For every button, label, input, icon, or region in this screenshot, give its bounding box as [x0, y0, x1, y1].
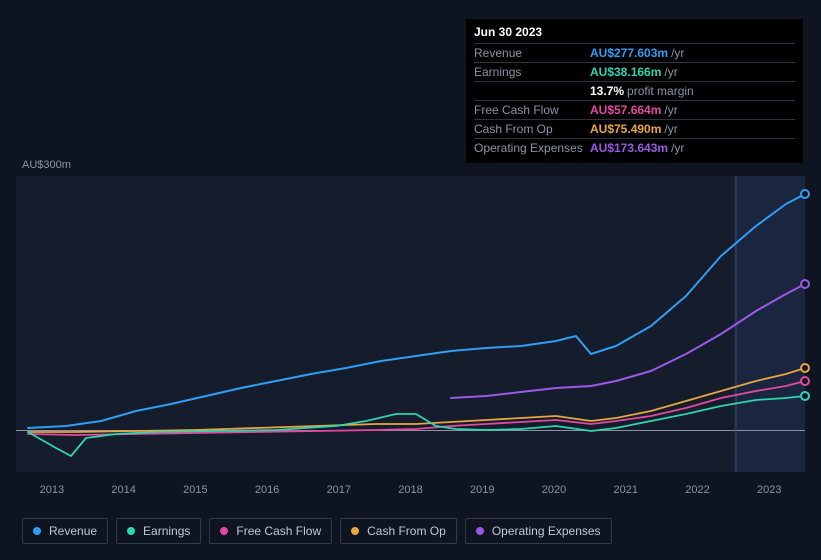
series-line-earnings [28, 396, 805, 456]
x-axis-label: 2014 [88, 484, 160, 496]
series-line-operating-expenses [451, 284, 805, 398]
chart-svg [16, 176, 805, 472]
tooltip-suffix: /yr [664, 65, 677, 79]
legend-swatch-icon [351, 527, 359, 535]
series-marker-operating-expenses [801, 280, 809, 288]
tooltip-row: Cash From OpAU$75.490m/yr [474, 119, 795, 138]
tooltip-suffix: /yr [664, 103, 677, 117]
legend-swatch-icon [127, 527, 135, 535]
tooltip-suffix: profit margin [627, 84, 694, 98]
tooltip-label: Cash From Op [474, 122, 590, 136]
tooltip-label: Revenue [474, 46, 590, 60]
tooltip-row: Free Cash FlowAU$57.664m/yr [474, 100, 795, 119]
x-axis-label: 2013 [16, 484, 88, 496]
chart-container: Jun 30 2023 RevenueAU$277.603m/yrEarning… [0, 0, 821, 560]
x-axis-label: 2019 [446, 484, 518, 496]
x-axis-label: 2020 [518, 484, 590, 496]
tooltip-value: AU$57.664m [590, 103, 661, 117]
tooltip-row: Operating ExpensesAU$173.643m/yr [474, 138, 795, 157]
tooltip-label: Operating Expenses [474, 141, 590, 155]
tooltip-label: Earnings [474, 65, 590, 79]
y-axis-label: AU$300m [22, 159, 71, 171]
tooltip-row: EarningsAU$38.166m/yr [474, 62, 795, 81]
legend-label: Free Cash Flow [236, 524, 321, 538]
x-axis-label: 2018 [375, 484, 447, 496]
tooltip-value: 13.7% [590, 84, 624, 98]
legend-item-earnings[interactable]: Earnings [116, 518, 201, 544]
tooltip-value: AU$277.603m [590, 46, 668, 60]
x-axis: 2013201420152016201720182019202020212022… [16, 484, 805, 496]
tooltip-label: Free Cash Flow [474, 103, 590, 117]
series-marker-free-cash-flow [801, 377, 809, 385]
legend-label: Operating Expenses [492, 524, 601, 538]
tooltip-value: AU$173.643m [590, 141, 668, 155]
series-marker-revenue [801, 190, 809, 198]
tooltip-value: AU$75.490m [590, 122, 661, 136]
tooltip-row: 13.7%profit margin [474, 81, 795, 100]
x-axis-label: 2016 [231, 484, 303, 496]
tooltip-row: RevenueAU$277.603m/yr [474, 43, 795, 62]
legend-swatch-icon [33, 527, 41, 535]
series-line-cash-from-op [28, 368, 805, 432]
legend-label: Cash From Op [367, 524, 446, 538]
chart-tooltip: Jun 30 2023 RevenueAU$277.603m/yrEarning… [466, 19, 803, 163]
x-axis-label: 2023 [733, 484, 805, 496]
legend-swatch-icon [220, 527, 228, 535]
tooltip-suffix: /yr [671, 46, 684, 60]
series-line-revenue [28, 194, 805, 428]
legend: Revenue Earnings Free Cash Flow Cash From O… [22, 518, 612, 544]
tooltip-value: AU$38.166m [590, 65, 661, 79]
tooltip-suffix: /yr [664, 122, 677, 136]
series-line-free-cash-flow [28, 381, 805, 435]
legend-item-free-cash-flow[interactable]: Free Cash Flow [209, 518, 332, 544]
x-axis-label: 2022 [662, 484, 734, 496]
tooltip-suffix: /yr [671, 141, 684, 155]
legend-item-operating-expenses[interactable]: Operating Expenses [465, 518, 612, 544]
series-marker-earnings [801, 392, 809, 400]
legend-label: Revenue [49, 524, 97, 538]
legend-item-revenue[interactable]: Revenue [22, 518, 108, 544]
legend-item-cash-from-op[interactable]: Cash From Op [340, 518, 457, 544]
x-axis-label: 2017 [303, 484, 375, 496]
x-axis-label: 2015 [159, 484, 231, 496]
tooltip-date: Jun 30 2023 [474, 25, 795, 43]
series-marker-cash-from-op [801, 364, 809, 372]
x-axis-label: 2021 [590, 484, 662, 496]
legend-swatch-icon [476, 527, 484, 535]
legend-label: Earnings [143, 524, 190, 538]
